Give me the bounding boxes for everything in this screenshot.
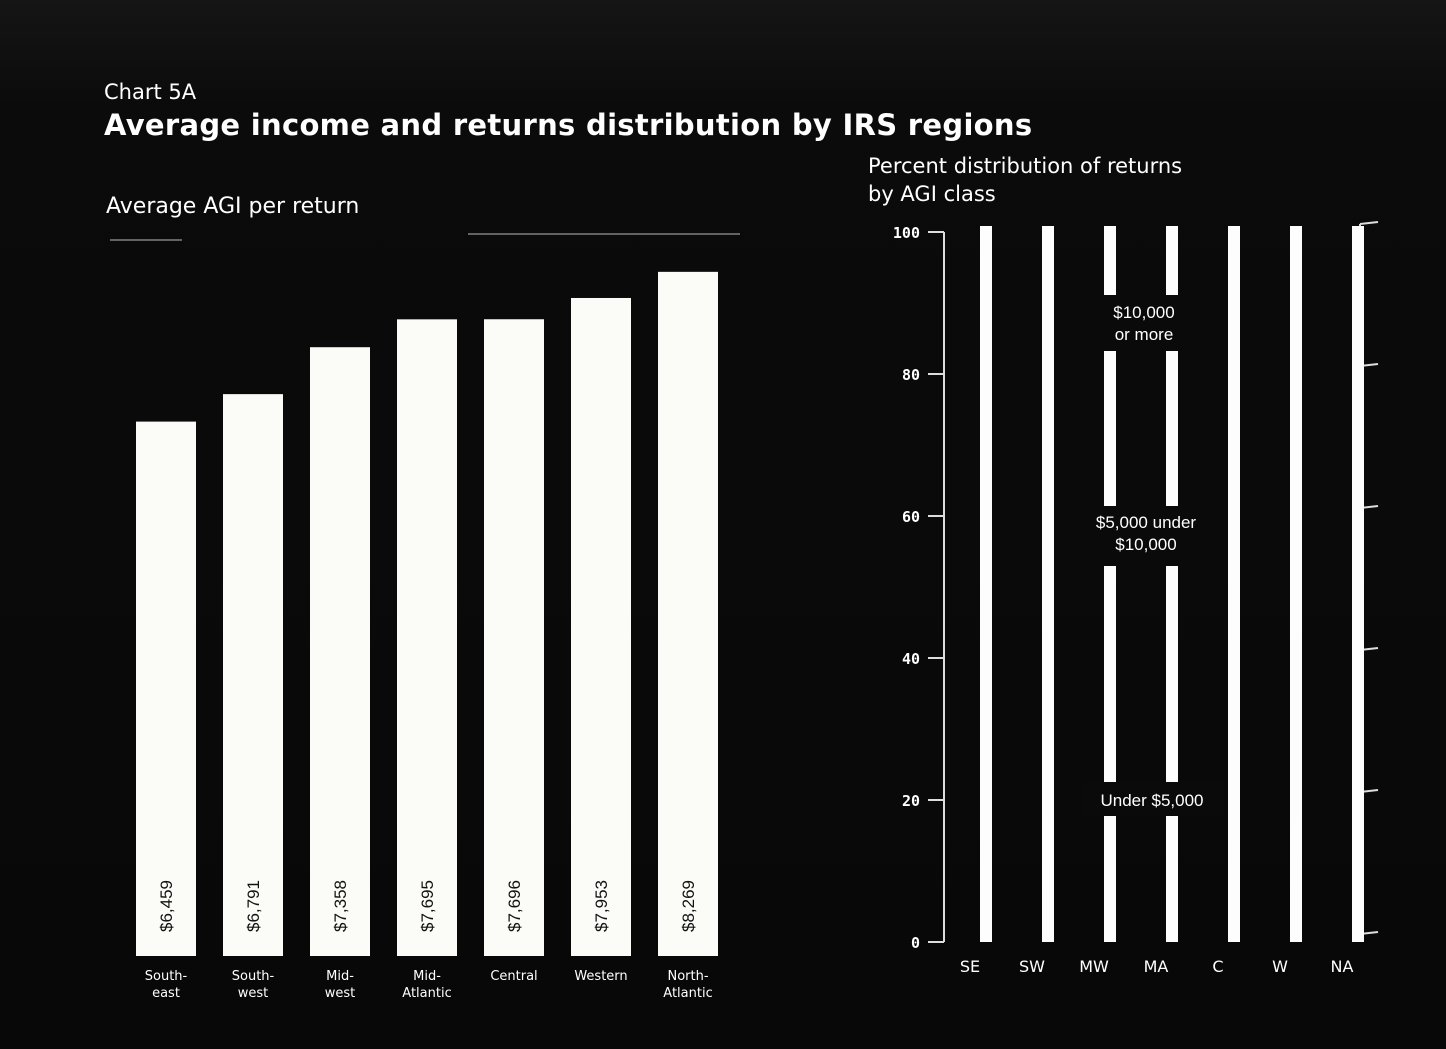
- agi-bar: [571, 297, 631, 956]
- distribution-bar: [1166, 226, 1178, 942]
- agi-bar-value-label: $7,953: [592, 880, 611, 932]
- band-label-backdrop: [1082, 782, 1224, 816]
- agi-category-label: North-Atlantic: [663, 969, 712, 1001]
- agi-category-label: Mid-Atlantic: [402, 969, 451, 1001]
- agi-bar-value-label: $8,269: [679, 880, 698, 932]
- distribution-bar: [1352, 226, 1364, 942]
- agi-bar-value-label: $7,696: [505, 880, 524, 932]
- chart-label: Chart 5A: [104, 80, 197, 104]
- agi-bar: [136, 421, 196, 956]
- agi-bar: [223, 394, 283, 956]
- y-tick-label: 60: [902, 508, 920, 526]
- agi-category-label: Western: [574, 969, 627, 984]
- y-tick-label: 100: [893, 224, 920, 242]
- left-chart-subtitle: Average AGI per return: [106, 194, 360, 219]
- region-abbrev-label: C: [1212, 957, 1223, 976]
- distribution-bar: [980, 226, 992, 942]
- agi-category-label: South-west: [232, 969, 275, 1001]
- agi-category-label: Central: [490, 969, 537, 984]
- right-tick-mark: [1359, 221, 1379, 225]
- agi-category-label: South-east: [145, 969, 188, 1001]
- agi-bar-value-label: $7,695: [418, 880, 437, 932]
- distribution-bar: [1042, 226, 1054, 942]
- agi-bar: [484, 319, 544, 956]
- agi-bar: [310, 347, 370, 956]
- right-subtitle-line: Percent distribution of returns: [868, 154, 1183, 178]
- distribution-bar: [1290, 226, 1302, 942]
- distribution-bar: [1104, 226, 1116, 942]
- y-tick-label: 80: [902, 366, 920, 384]
- agi-bar-value-label: $7,358: [331, 880, 350, 932]
- agi-class-band-label: Under $5,000: [1100, 791, 1203, 810]
- agi-bar-value-label: $6,791: [244, 880, 263, 932]
- right-chart-subtitle: Percent distribution of returns by AGI cl…: [868, 152, 1182, 208]
- region-abbrev-label: SE: [960, 957, 980, 976]
- band-label-backdrop: [1076, 506, 1216, 566]
- region-abbrev-label: SW: [1019, 957, 1045, 976]
- y-tick-label: 20: [902, 792, 920, 810]
- agi-category-label: Mid-west: [325, 969, 356, 1001]
- agi-bar: [397, 319, 457, 957]
- region-abbrev-label: MW: [1079, 957, 1109, 976]
- agi-class-band-label: $10,000 or more: [1113, 303, 1174, 344]
- y-tick-label: 40: [902, 650, 920, 668]
- agi-bar: [658, 271, 718, 956]
- right-subtitle-line: by AGI class: [868, 182, 996, 206]
- agi-class-band-label: $5,000 under $10,000: [1096, 513, 1197, 554]
- region-abbrev-label: W: [1272, 957, 1288, 976]
- y-tick-label: 0: [911, 934, 920, 952]
- region-abbrev-label: MA: [1144, 957, 1169, 976]
- agi-bar-value-label: $6,459: [157, 880, 176, 932]
- chart-title: Average income and returns distribution …: [104, 108, 1033, 142]
- region-abbrev-label: NA: [1331, 957, 1354, 976]
- band-label-backdrop: [1092, 295, 1196, 351]
- distribution-bar: [1228, 226, 1240, 942]
